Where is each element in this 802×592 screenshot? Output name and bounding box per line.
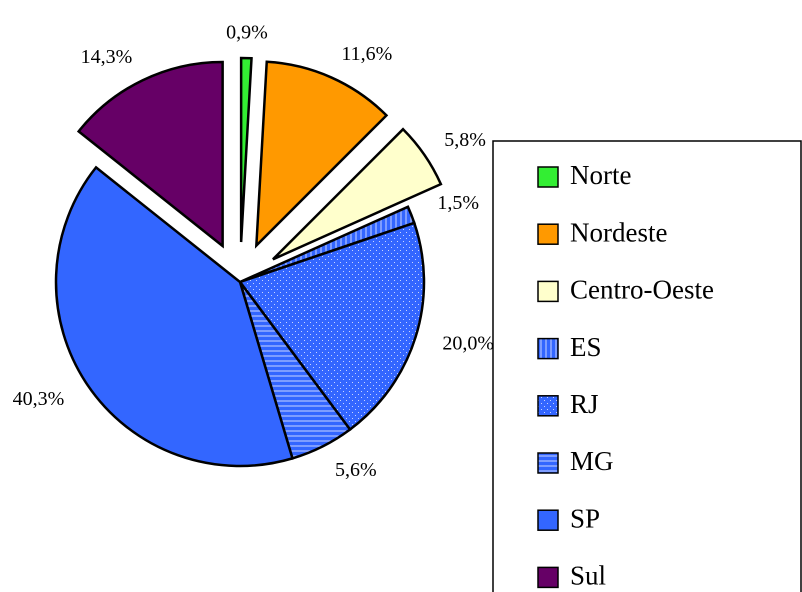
legend-swatch — [537, 337, 559, 360]
pie-slice — [239, 56, 253, 243]
data-label: 11,6% — [341, 43, 392, 65]
legend-swatch — [537, 509, 559, 531]
data-label: 5,6% — [335, 459, 377, 481]
data-label: 0,9% — [226, 22, 268, 44]
legend-label: Centro-Oeste — [570, 275, 714, 305]
legend-label: Nordeste — [570, 217, 667, 247]
legend-swatch — [537, 223, 559, 245]
legend-label: ES — [570, 332, 602, 362]
legend-label: Sul — [570, 561, 606, 591]
pie-slice — [272, 127, 443, 261]
legend-swatch — [537, 452, 559, 474]
legend-swatch — [537, 395, 559, 417]
pie-slice — [54, 165, 294, 468]
data-label: 5,8% — [444, 129, 486, 151]
legend-label: MG — [570, 446, 614, 476]
legend-swatch — [537, 166, 559, 188]
data-label: 14,3% — [81, 46, 133, 68]
legend-label: SP — [570, 503, 600, 533]
legend-swatch — [537, 566, 559, 589]
pie-slice — [237, 221, 426, 432]
legend-swatch — [537, 280, 559, 303]
pie-slice — [254, 60, 389, 249]
data-label: 20,0% — [442, 333, 494, 355]
data-label: 40,3% — [13, 388, 65, 410]
pie-slice — [76, 60, 224, 249]
legend-label: RJ — [570, 389, 599, 419]
data-label: 1,5% — [437, 192, 479, 214]
legend-label: Norte — [570, 160, 631, 190]
